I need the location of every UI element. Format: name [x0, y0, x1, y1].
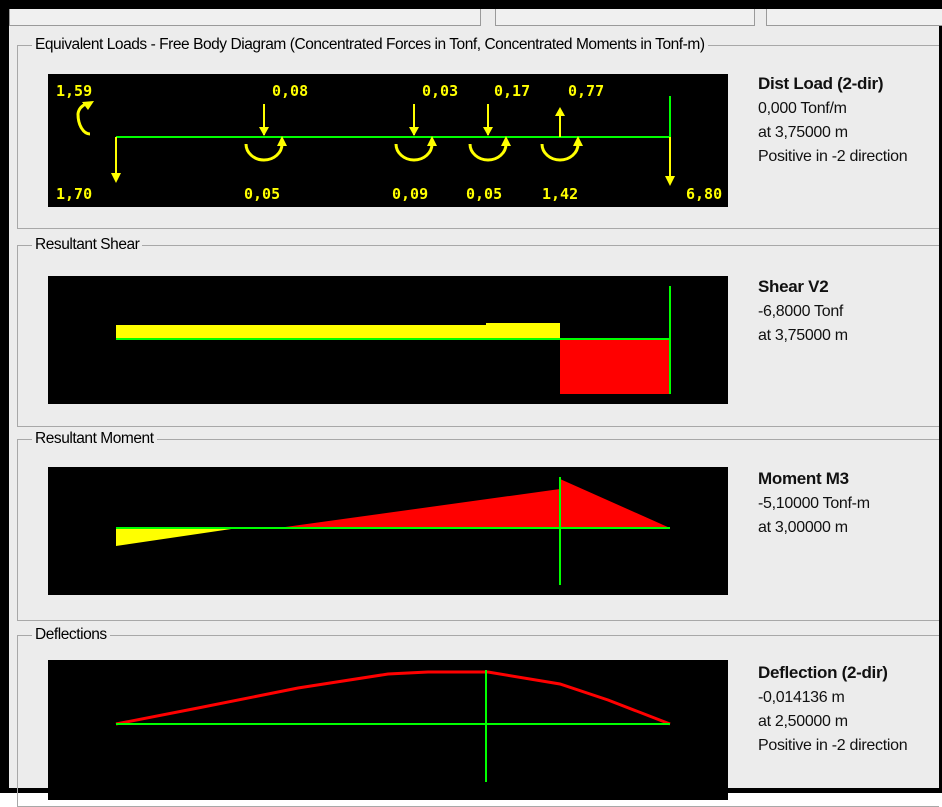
- moment-4-arrow: [540, 143, 580, 162]
- moment-group-title: Resultant Moment: [32, 429, 157, 449]
- point-load-2-arrowhead: [409, 127, 419, 136]
- fbd-info-line3: Positive in -2 direction: [758, 148, 908, 165]
- moment-1-arrowhead: [277, 136, 287, 146]
- moment-2-arrow: [394, 143, 434, 162]
- fbd-info-line2: at 3,75000 m: [758, 124, 848, 141]
- moment-negative-end-region: [560, 479, 670, 528]
- deflection-info-title: Deflection (2-dir): [758, 663, 888, 682]
- deflection-info-line3: Positive in -2 direction: [758, 737, 908, 754]
- moment-3-label: 0,05: [466, 185, 502, 203]
- shear-svg: [116, 286, 671, 394]
- deflection-curve: [115, 670, 671, 726]
- moment-2-label: 0,09: [392, 185, 428, 203]
- moment-group: Resultant Moment Moment M3 -5,10000 Tonf…: [17, 429, 939, 621]
- fbd-group-title: Equivalent Loads - Free Body Diagram (Co…: [32, 35, 708, 55]
- moment-1-arrow: [244, 143, 284, 162]
- moment-svg: [116, 477, 670, 585]
- moment-info-title: Moment M3: [758, 469, 849, 488]
- moment-info-line1: -5,10000 Tonf-m: [758, 495, 870, 512]
- fbd-info: Dist Load (2-dir) 0,000 Tonf/m at 3,7500…: [758, 71, 908, 169]
- shear-info: Shear V2 -6,8000 Tonf at 3,75000 m: [758, 274, 848, 348]
- shear-group: Resultant Shear Shear V2 -6,8000 Tonf at…: [17, 235, 939, 427]
- point-load-3-arrowhead: [483, 127, 493, 136]
- deflection-info: Deflection (2-dir) -0,014136 m at 2,5000…: [758, 660, 908, 758]
- point-load-3-label: 0,17: [494, 82, 530, 100]
- moment-4-label: 1,42: [542, 185, 578, 203]
- deflection-info-line2: at 2,50000 m: [758, 713, 848, 730]
- moment-negative-region: [278, 489, 560, 528]
- shear-info-title: Shear V2: [758, 277, 829, 296]
- fbd-info-line1: 0,000 Tonf/m: [758, 100, 847, 117]
- shear-info-line1: -6,8000 Tonf: [758, 303, 844, 320]
- shear-info-line2: at 3,75000 m: [758, 327, 848, 344]
- point-load-4-label: 0,77: [568, 82, 604, 100]
- left-reaction-label: 1,70: [56, 185, 92, 203]
- deflection-plot: [48, 660, 728, 800]
- moment-3-arrow: [468, 143, 508, 162]
- deflection-info-line1: -0,014136 m: [758, 689, 845, 706]
- left-reaction-arrowhead: [111, 173, 121, 183]
- point-load-1-arrowhead: [259, 127, 269, 136]
- left-moment-arrow: [76, 102, 91, 136]
- deflection-group: Deflections Deflection (2-dir) -0,014136…: [17, 625, 939, 807]
- fbd-plot: 1,59 1,70 0,08 0,03 0,17 0,77 0,05 0,09 …: [48, 74, 728, 207]
- left-moment-arrowhead: [82, 101, 94, 110]
- fbd-info-title: Dist Load (2-dir): [758, 74, 884, 93]
- deflection-group-title: Deflections: [32, 625, 110, 645]
- moment-1-label: 0,05: [244, 185, 280, 203]
- moment-4-arrowhead: [573, 136, 583, 146]
- point-load-4-arrowhead: [555, 107, 565, 116]
- moment-positive-region: [116, 528, 238, 546]
- shear-positive-region: [116, 323, 560, 339]
- right-reaction-label: 6,80: [686, 185, 722, 203]
- shear-group-title: Resultant Shear: [32, 235, 143, 255]
- moment-2-arrowhead: [427, 136, 437, 146]
- moment-3-arrowhead: [501, 136, 511, 146]
- tab-1[interactable]: [9, 9, 481, 26]
- point-load-2-label: 0,03: [422, 82, 458, 100]
- deflection-svg: [115, 670, 671, 782]
- tab-strip: [9, 9, 942, 31]
- tab-2[interactable]: [495, 9, 755, 26]
- moment-plot: [48, 467, 728, 595]
- right-reaction-arrowhead: [665, 176, 675, 186]
- tab-3[interactable]: [766, 9, 942, 26]
- fbd-svg: 1,59 1,70 0,08 0,03 0,17 0,77 0,05 0,09 …: [56, 82, 722, 203]
- moment-info-line2: at 3,00000 m: [758, 519, 848, 536]
- moment-info: Moment M3 -5,10000 Tonf-m at 3,00000 m: [758, 466, 870, 540]
- left-moment-label: 1,59: [56, 82, 92, 100]
- point-load-1-label: 0,08: [272, 82, 308, 100]
- shear-negative-region: [560, 339, 670, 394]
- fbd-group: Equivalent Loads - Free Body Diagram (Co…: [17, 35, 939, 229]
- shear-plot: [48, 276, 728, 404]
